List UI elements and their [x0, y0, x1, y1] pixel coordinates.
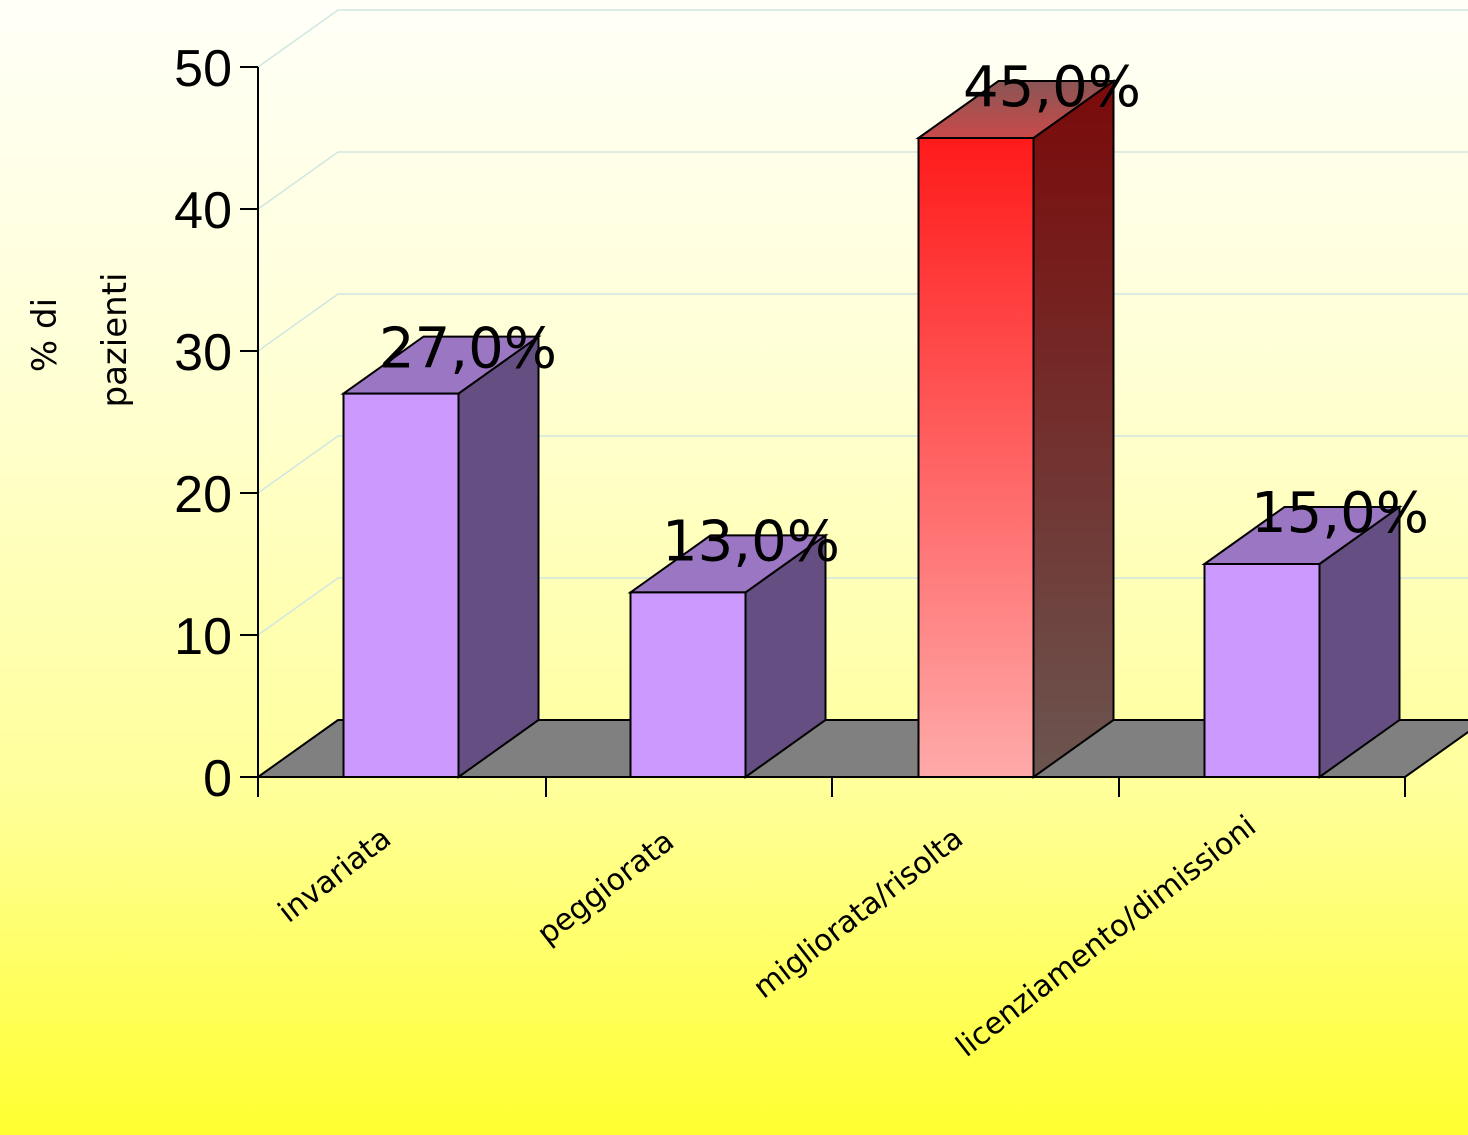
bar-side	[457, 334, 540, 779]
y-tick-label: 30	[174, 324, 232, 382]
bar-front	[1203, 563, 1321, 778]
data-label: 15,0%	[1251, 481, 1429, 546]
y-tick-label: 40	[174, 182, 232, 240]
y-axis-title-line-2: pazienti	[95, 273, 135, 408]
category-label: licenziamento/dimissioni	[950, 809, 1263, 1065]
bar-front	[629, 591, 747, 779]
y-tick-label: 0	[203, 750, 232, 808]
bars	[340, 79, 1403, 779]
data-labels: 27,0% 13,0% 45,0% 15,0%	[379, 55, 1429, 574]
category-label: invariata	[272, 821, 398, 930]
data-label: 27,0%	[379, 317, 557, 382]
gridline	[257, 151, 1468, 210]
data-label: 13,0%	[662, 509, 840, 574]
bar-peggiorata	[627, 533, 829, 779]
category-label: migliorata/risolta	[747, 821, 970, 1006]
bar-licenziamento-dimissioni	[1201, 505, 1403, 779]
category-labels: invariata peggiorata migliorata/risoltalic…	[272, 809, 1263, 1065]
y-axis-title-line-1: % di	[25, 298, 65, 372]
y-axis-title: % di pazienti	[25, 273, 135, 408]
bar-front	[342, 392, 460, 778]
axes: 0 10 20 30 40 50	[174, 40, 1406, 808]
y-tick-label: 50	[174, 40, 232, 98]
y-tick-label: 20	[174, 466, 232, 524]
bar-migliorata-risolta	[915, 79, 1117, 779]
category-label: peggiorata	[531, 824, 681, 952]
y-tick-label: 10	[174, 608, 232, 666]
bar-front	[917, 137, 1035, 778]
bar-invariata	[340, 334, 542, 779]
data-label: 45,0%	[963, 55, 1141, 120]
gridline	[257, 9, 1468, 68]
bar-side	[1032, 79, 1115, 779]
